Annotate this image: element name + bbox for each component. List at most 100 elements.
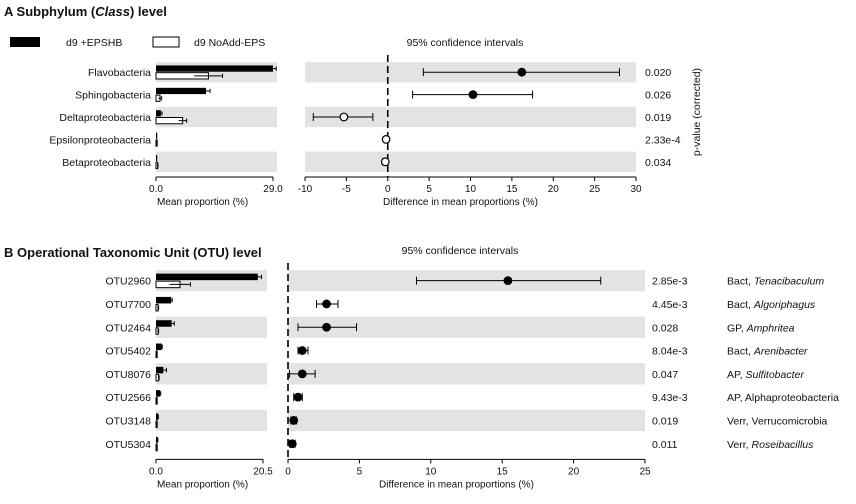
diff-tick-label: 5 — [357, 466, 363, 477]
pvalue-label: 2.85e-3 — [652, 276, 688, 288]
pvalue-label: 4.45e-3 — [652, 299, 688, 311]
bar-epshb — [156, 390, 161, 397]
diff-tick-label: 10 — [465, 184, 477, 195]
pvalue-label: 0.028 — [652, 322, 678, 334]
pvalue-label: 0.026 — [645, 90, 671, 102]
taxon-group: AP, — [727, 369, 746, 381]
diff-tick-label: 25 — [589, 184, 601, 195]
panel-a-ci-title: 95% confidence intervals — [407, 37, 524, 49]
diff-tick-label: 30 — [630, 184, 642, 195]
category-label: OTU8076 — [105, 369, 151, 381]
taxon-group: Bact, — [727, 299, 754, 311]
row-band — [156, 409, 267, 432]
row-band — [156, 151, 277, 172]
row-band — [288, 316, 645, 338]
legend-label-epshb: d9 +EPSHB — [66, 37, 122, 49]
pvalue-label: 0.020 — [645, 67, 671, 79]
pvalue-label: 9.43e-3 — [652, 392, 688, 404]
pvalue-label: 2.33e-4 — [645, 134, 681, 146]
taxon-label: Verr, Roseibacillus — [727, 439, 814, 451]
category-label: OTU2464 — [105, 322, 151, 334]
row-band — [156, 363, 267, 385]
pvalue-label: 0.011 — [652, 439, 678, 451]
diff-marker — [468, 90, 478, 99]
bar-epshb — [156, 343, 162, 351]
category-label: OTU2960 — [105, 276, 151, 288]
taxon-label: AP, Sulfitobacter — [727, 369, 804, 381]
bar-epshb — [156, 65, 273, 72]
diff-axis-title: Difference in mean proportions (%) — [383, 197, 538, 208]
category-label: OTU2566 — [105, 392, 151, 404]
category-label: OTU3148 — [105, 415, 151, 427]
bar-tick-label: 0.0 — [149, 466, 163, 477]
row-band — [305, 151, 636, 172]
taxon-name: Sulfitobacter — [746, 369, 805, 381]
taxon-label: Bact, Arenibacter — [727, 346, 808, 358]
category-label: Epsilonproteobacteria — [49, 134, 151, 146]
category-label: OTU5402 — [105, 346, 151, 358]
taxon-name: Verrucomicrobia — [752, 415, 828, 427]
diff-marker — [297, 346, 307, 355]
diff-tick-label: 0 — [385, 184, 391, 195]
taxon-group: Verr, — [727, 439, 752, 451]
taxon-name: Roseibacillus — [752, 439, 815, 451]
taxon-group: Verr, — [727, 415, 752, 427]
diff-marker — [287, 439, 297, 449]
pvalue-axis-label: p-value (corrected) — [691, 68, 703, 156]
taxon-label: Bact, Tenacibaculum — [727, 276, 824, 288]
taxon-label: AP, Alphaproteobacteria — [727, 392, 839, 404]
bar-epshb — [156, 366, 164, 374]
legend-label-noadd: d9 NoAdd-EPS — [194, 37, 265, 49]
diff-tick-label: -5 — [342, 184, 351, 195]
bar-epshb — [156, 87, 207, 95]
pvalue-label: 0.019 — [645, 112, 671, 124]
taxon-name: Tenacibaculum — [754, 276, 824, 288]
legend-swatch-epshb — [10, 37, 40, 47]
diff-tick-label: 15 — [506, 184, 518, 195]
diff-marker — [322, 322, 331, 332]
diff-tick-label: 5 — [426, 184, 432, 195]
diff-marker — [503, 276, 513, 286]
row-band — [156, 316, 267, 338]
taxon-group: Bact, — [727, 346, 754, 358]
diff-tick-label: 10 — [425, 466, 437, 477]
diff-marker — [289, 416, 299, 425]
taxon-label: Verr, Verrucomicrobia — [727, 415, 828, 427]
diff-axis-title: Difference in mean proportions (%) — [379, 479, 534, 490]
legend-swatch-noadd — [152, 36, 180, 48]
bar-tick-label: 20.5 — [253, 466, 273, 477]
taxon-name: Algoriphagus — [753, 299, 816, 311]
bar-axis-title: Mean proportion (%) — [157, 197, 248, 208]
bar-epshb — [156, 320, 172, 327]
diff-marker — [322, 299, 331, 309]
row-band — [288, 363, 645, 385]
bar-epshb — [156, 296, 172, 304]
diff-tick-label: -10 — [298, 184, 313, 195]
pvalue-label: 0.019 — [652, 415, 678, 427]
diff-marker — [381, 134, 391, 144]
pvalue-label: 0.034 — [645, 157, 671, 169]
diff-marker — [517, 67, 527, 77]
diff-marker — [297, 369, 307, 379]
taxon-label: Bact, Algoriphagus — [727, 299, 816, 311]
taxon-group: AP, — [727, 392, 745, 404]
bar-tick-label: 29.0 — [263, 184, 283, 195]
taxon-name: Amphritea — [746, 322, 795, 334]
taxon-group: Bact, — [727, 276, 754, 288]
diff-tick-label: 0 — [285, 466, 291, 477]
category-label: Betaproteobacteria — [62, 157, 151, 169]
category-label: OTU5304 — [105, 439, 151, 451]
panel-a-plot: Flavobacteria Sphingobacteria Deltaproteob… — [49, 55, 681, 208]
row-band — [288, 409, 645, 432]
category-label: OTU7700 — [105, 299, 151, 311]
pvalue-label: 8.04e-3 — [652, 346, 688, 358]
bar-epshb — [156, 436, 158, 444]
diff-tick-label: 15 — [497, 466, 509, 477]
taxon-name: Arenibacter — [753, 346, 808, 358]
pvalue-label: 0.047 — [652, 369, 678, 381]
bar-tick-label: 0.0 — [149, 184, 163, 195]
taxon-label: GP, Amphritea — [727, 322, 795, 334]
panel-b-ci-title: 95% confidence intervals — [402, 245, 519, 257]
panel-a-title: A Subphylum (Class) level — [4, 4, 167, 19]
